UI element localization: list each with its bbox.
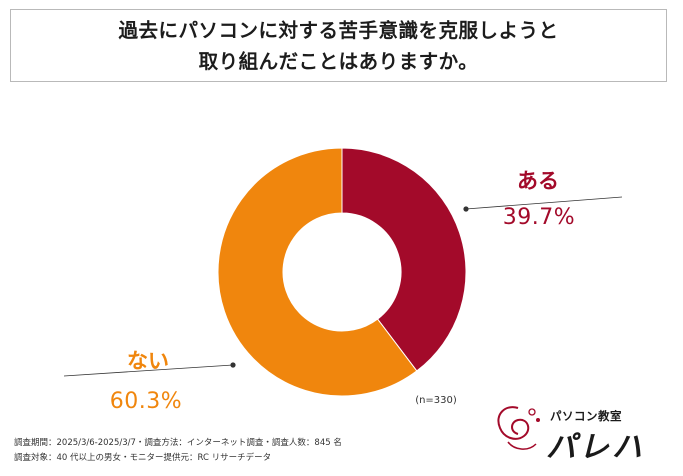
donut-slices	[217, 147, 467, 397]
logo-emblem-icon	[497, 406, 540, 450]
logo-name: パレハ	[546, 430, 645, 465]
brand-logo: パソコン教室 パレハ	[488, 398, 678, 465]
donut-slice-no	[217, 147, 418, 397]
survey-footer-line1: 調査期間：2025/3/6-2025/3/7・調査方法：インターネット調査・調査…	[14, 438, 342, 448]
leader-dot-yes	[463, 206, 469, 212]
question-title-line2: 取り組んだことはありますか。	[198, 49, 479, 73]
leader-line-no	[63, 364, 234, 377]
donut-slice-yes	[341, 147, 467, 372]
question-title-line1: 過去にパソコンに対する苦手意識を克服しようと	[118, 18, 559, 42]
label-no: ない	[127, 349, 169, 373]
logo-subtitle: パソコン教室	[550, 409, 622, 423]
sample-size-note: (n=330)	[415, 395, 457, 406]
leader-line-yes	[465, 196, 623, 210]
label-yes: ある	[517, 169, 559, 193]
value-label-yes: 39.7%	[503, 205, 575, 230]
leader-dot-no	[230, 362, 236, 368]
question-title: 過去にパソコンに対する苦手意識を克服しようと 取り組んだことはありますか。	[118, 15, 558, 77]
question-title-box: 過去にパソコンに対する苦手意識を克服しようと 取り組んだことはありますか。	[10, 9, 667, 82]
value-label-no: 60.3%	[110, 389, 182, 414]
survey-footer-line2: 調査対象：40 代以上の男女・モニター提供元：RC リサーチデータ	[14, 453, 272, 463]
